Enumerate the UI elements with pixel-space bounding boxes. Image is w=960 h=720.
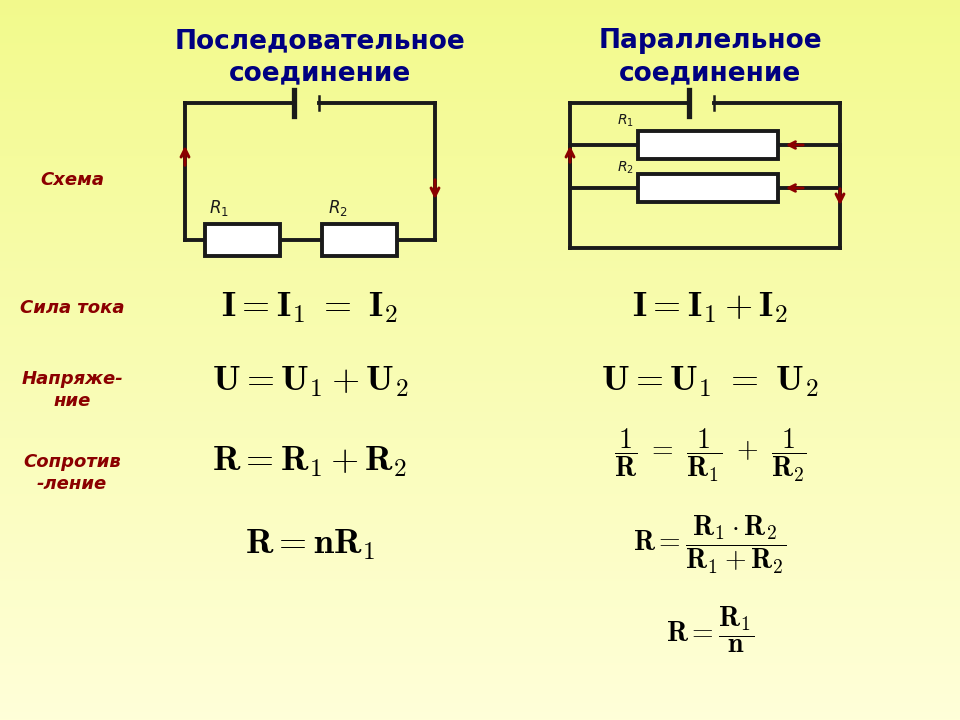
Text: $\mathbf{U = U_1 + U_2}$: $\mathbf{U = U_1 + U_2}$ bbox=[212, 365, 408, 399]
Text: $\mathbf{R = R_1 + R_2}$: $\mathbf{R = R_1 + R_2}$ bbox=[212, 445, 408, 479]
Text: соединение: соединение bbox=[228, 60, 411, 86]
Text: $R_1$: $R_1$ bbox=[617, 112, 634, 129]
Text: $R_2$: $R_2$ bbox=[617, 160, 634, 176]
Text: $\mathbf{I = I_1\ =\ I_2}$: $\mathbf{I = I_1\ =\ I_2}$ bbox=[222, 291, 398, 325]
Text: Напряже-
ние: Напряже- ние bbox=[21, 370, 123, 410]
Text: $\dfrac{\mathbf{1}}{\mathbf{R}}\ =\ \dfrac{\mathbf{1}}{\mathbf{R_1}}\ +\ \dfrac{: $\dfrac{\mathbf{1}}{\mathbf{R}}\ =\ \dfr… bbox=[613, 426, 806, 484]
Text: $\mathbf{I = I_1 + I_2}$: $\mathbf{I = I_1 + I_2}$ bbox=[632, 291, 788, 325]
Text: соединение: соединение bbox=[619, 60, 802, 86]
Text: Параллельное: Параллельное bbox=[598, 28, 822, 54]
Text: Последовательное: Последовательное bbox=[175, 28, 466, 54]
Text: $\mathbf{R} = \dfrac{\mathbf{R_1 \cdot R_2}}{\mathbf{R_1 + R_2}}$: $\mathbf{R} = \dfrac{\mathbf{R_1 \cdot R… bbox=[634, 514, 787, 576]
Text: Схема: Схема bbox=[40, 171, 104, 189]
Text: $\mathbf{U = U_1\ =\ U_2}$: $\mathbf{U = U_1\ =\ U_2}$ bbox=[601, 365, 819, 399]
Text: Сопротив
-ление: Сопротив -ление bbox=[23, 453, 121, 493]
Text: $R_1$: $R_1$ bbox=[209, 198, 229, 218]
Text: $\mathbf{R} = \dfrac{\mathbf{R_1}}{\mathbf{n}}$: $\mathbf{R} = \dfrac{\mathbf{R_1}}{\math… bbox=[666, 605, 755, 655]
Text: $R_2$: $R_2$ bbox=[328, 198, 348, 218]
Bar bbox=[322, 224, 397, 256]
Bar bbox=[638, 174, 778, 202]
Text: $\mathbf{R = nR_1}$: $\mathbf{R = nR_1}$ bbox=[245, 528, 375, 562]
Bar bbox=[638, 131, 778, 159]
Text: Сила тока: Сила тока bbox=[20, 299, 124, 317]
Bar bbox=[205, 224, 280, 256]
